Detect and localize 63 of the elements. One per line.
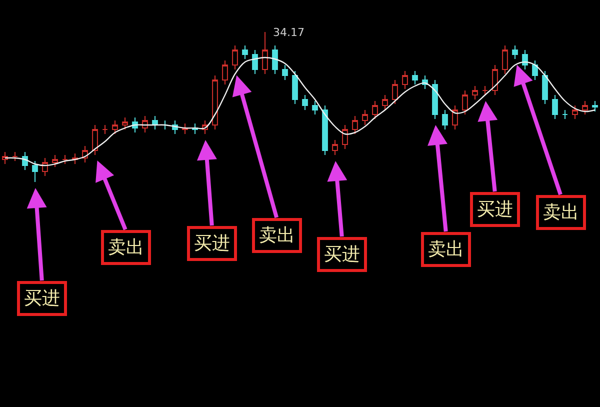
candlestick bbox=[272, 45, 278, 74]
candlestick bbox=[432, 80, 438, 120]
candlestick bbox=[492, 64, 498, 96]
candlestick bbox=[352, 116, 358, 134]
text: 买进 bbox=[24, 288, 60, 309]
candlestick bbox=[262, 32, 268, 74]
candlestick bbox=[32, 160, 38, 182]
candlestick bbox=[92, 124, 98, 156]
text: 买进 bbox=[324, 244, 360, 265]
candlestick bbox=[442, 110, 448, 130]
candlestick bbox=[332, 140, 338, 156]
candlestick bbox=[512, 45, 518, 60]
candlestick bbox=[322, 105, 328, 156]
candlestick bbox=[462, 90, 468, 115]
text: 买进 bbox=[194, 233, 230, 254]
candlestick bbox=[102, 124, 108, 134]
text: 卖出 bbox=[259, 225, 295, 246]
candlestick bbox=[312, 100, 318, 115]
candlestick bbox=[402, 70, 408, 90]
candlestick bbox=[52, 154, 58, 168]
annotation: 34.17 bbox=[273, 26, 304, 39]
candlestick bbox=[302, 94, 308, 110]
candlestick bbox=[522, 50, 528, 70]
candlestick bbox=[562, 110, 568, 120]
candlestick bbox=[342, 124, 348, 150]
candlestick bbox=[12, 152, 18, 162]
candlestick bbox=[582, 100, 588, 115]
candlestick bbox=[482, 86, 488, 96]
text: 卖出 bbox=[108, 237, 144, 258]
candlestick bbox=[572, 105, 578, 120]
candlestick bbox=[412, 70, 418, 85]
candlestick bbox=[182, 123, 188, 134]
candlestick bbox=[592, 100, 598, 112]
candlestick bbox=[82, 146, 88, 163]
candlestick bbox=[362, 110, 368, 126]
candlestick bbox=[542, 70, 548, 104]
candlestick bbox=[232, 45, 238, 70]
candlestick bbox=[2, 152, 8, 164]
candlestick bbox=[282, 64, 288, 80]
text: 卖出 bbox=[428, 239, 464, 260]
candlestick bbox=[552, 94, 558, 120]
candlestick bbox=[472, 86, 478, 100]
candlestick bbox=[222, 60, 228, 85]
candlestick bbox=[372, 100, 378, 120]
candlestick bbox=[152, 116, 158, 130]
candlestick bbox=[292, 70, 298, 104]
candlestick bbox=[532, 60, 538, 80]
candlestick bbox=[392, 80, 398, 104]
candlestick bbox=[42, 158, 48, 176]
candlestick bbox=[72, 153, 78, 164]
text: 买进 bbox=[477, 199, 513, 220]
candlestick bbox=[122, 117, 128, 130]
candlestick bbox=[452, 105, 458, 130]
candlestick bbox=[62, 154, 68, 164]
candlestick bbox=[242, 45, 248, 60]
text: 卖出 bbox=[543, 202, 579, 223]
candlestick bbox=[252, 50, 258, 74]
candlestick bbox=[112, 120, 118, 134]
candlestick bbox=[202, 120, 208, 134]
candlestick bbox=[142, 116, 148, 133]
candlestick bbox=[502, 45, 508, 74]
candlestick bbox=[212, 75, 218, 130]
candlestick bbox=[382, 94, 388, 110]
